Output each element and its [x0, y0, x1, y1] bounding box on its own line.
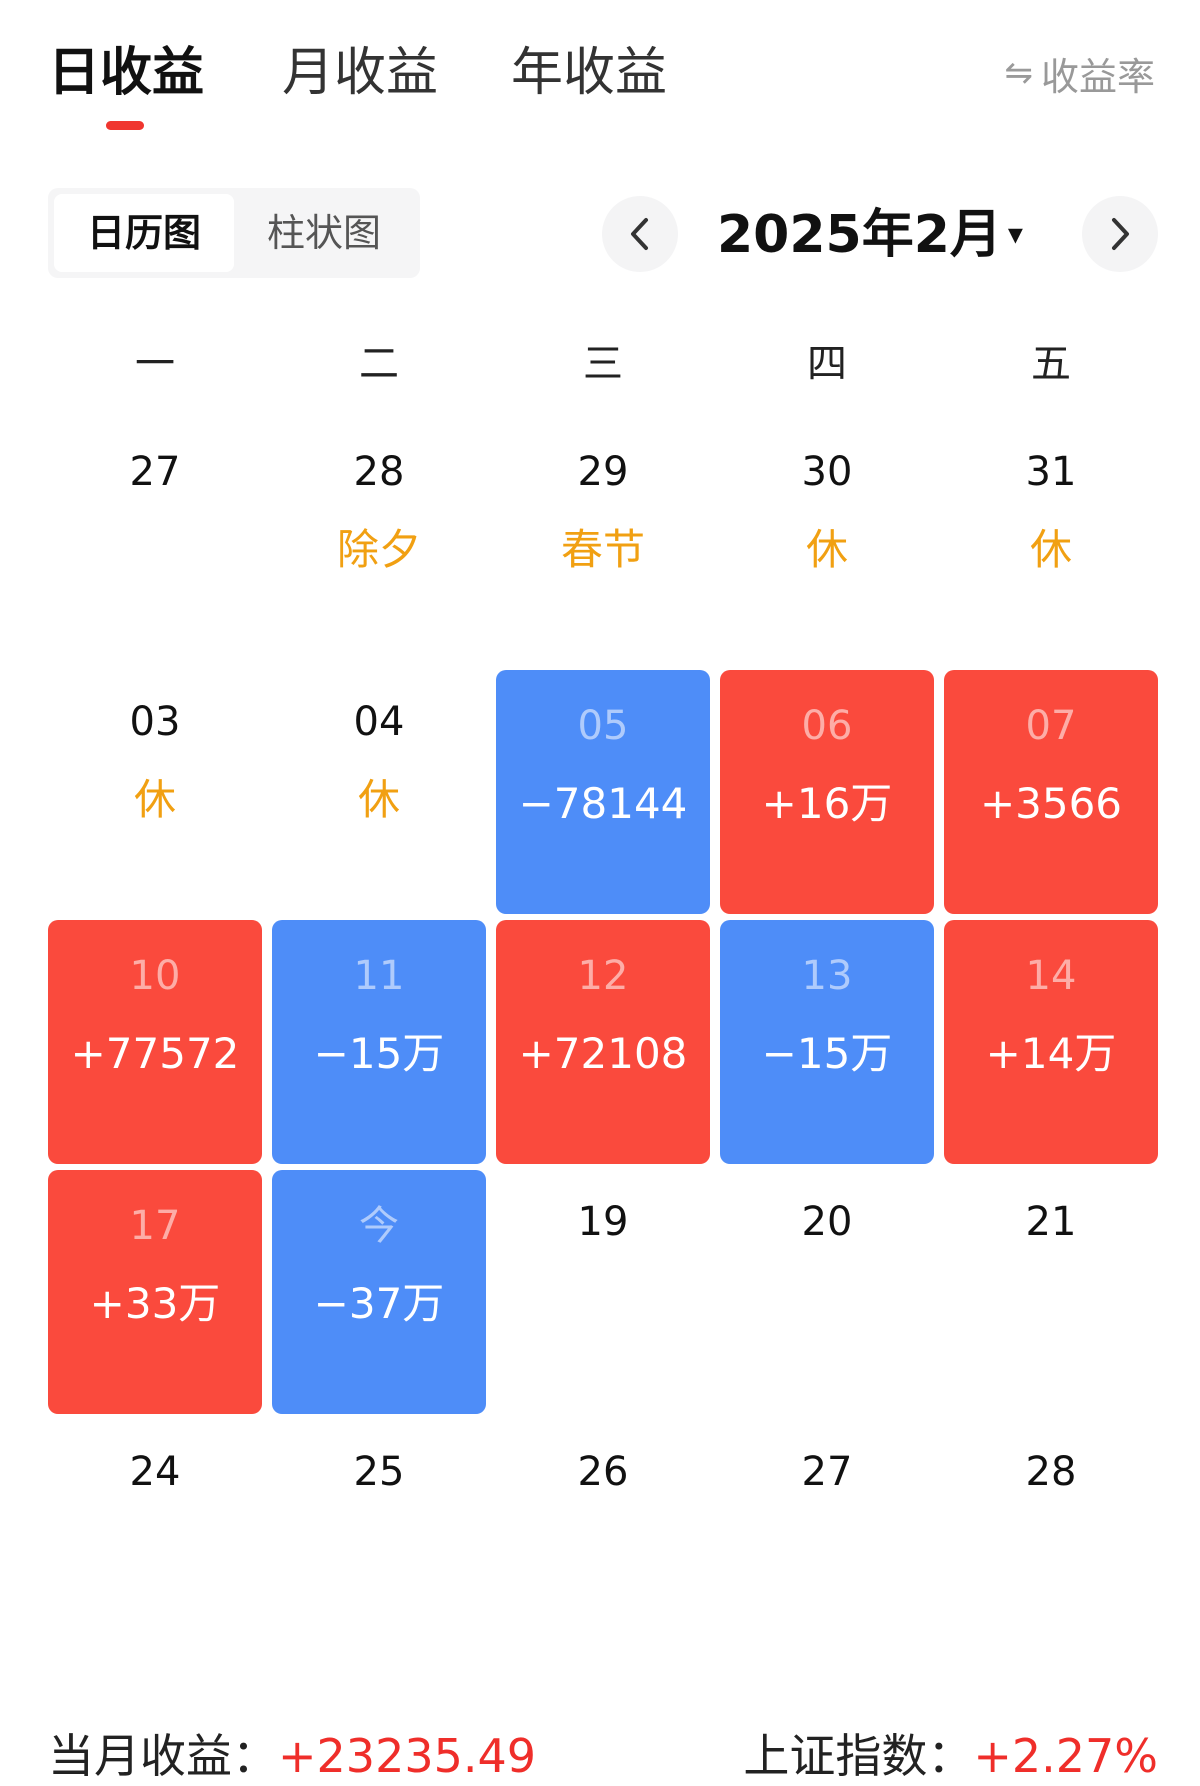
calendar-day-holiday[interactable]: 04 休	[272, 670, 486, 914]
day-number: 12	[577, 953, 629, 999]
daily-earnings-value: +77572	[70, 1029, 240, 1078]
day-number: 14	[1025, 953, 1077, 999]
daily-earnings-value: −37万	[313, 1279, 445, 1328]
return-rate-label: 收益率	[1040, 54, 1155, 99]
calendar-day-holiday[interactable]: 31 休	[944, 420, 1158, 664]
day-number: 04	[353, 699, 405, 745]
daily-earnings-value: −15万	[761, 1029, 893, 1078]
today-marker: 今	[359, 1203, 399, 1249]
day-number: 26	[577, 1449, 629, 1495]
holiday-label: 休	[133, 775, 176, 824]
weekday-label: 一	[135, 341, 175, 387]
top-tab-bar: 日收益 月收益 年收益 ⇋ 收益率	[0, 0, 1200, 140]
day-number: 19	[577, 1199, 629, 1245]
swap-arrows-icon: ⇋	[1004, 53, 1033, 93]
holiday-label: 休	[1029, 525, 1072, 574]
calendar-grid: 27 28 除夕 29 春节 30 休 31 休 03 休 04 休 05 −78144 06 +16万 07 +3…	[48, 420, 1158, 1495]
caret-down-icon: ▾	[1007, 217, 1023, 252]
day-number: 10	[129, 953, 181, 999]
calendar-day-gain[interactable]: 07 +3566	[944, 670, 1158, 914]
day-number: 28	[353, 449, 405, 495]
calendar-day[interactable]: 25	[272, 1420, 486, 1664]
daily-earnings-value: −15万	[313, 1029, 445, 1078]
month-title: 2025年2月	[717, 205, 1002, 265]
day-number: 05	[577, 703, 629, 749]
day-number: 25	[353, 1449, 405, 1495]
day-number: 06	[801, 703, 853, 749]
day-number: 21	[1025, 1199, 1077, 1245]
monthly-earnings-label: 当月收益：	[48, 1729, 278, 1783]
daily-earnings-value: +14万	[985, 1029, 1117, 1078]
weekday-label: 二	[359, 341, 399, 387]
calendar-day-gain[interactable]: 12 +72108	[496, 920, 710, 1164]
holiday-label: 休	[357, 775, 400, 824]
day-number: 07	[1025, 703, 1077, 749]
tab-yearly-earnings[interactable]: 年收益	[511, 43, 668, 103]
next-month-button[interactable]	[1082, 196, 1158, 272]
holiday-label: 休	[805, 525, 848, 574]
calendar-day[interactable]: 20	[720, 1170, 934, 1414]
day-number: 20	[801, 1199, 853, 1245]
active-tab-indicator	[106, 121, 144, 130]
view-switch: 日历图 柱状图	[48, 188, 420, 278]
monthly-earnings-value: +23235.49	[278, 1729, 537, 1783]
calendar-day-loss[interactable]: 11 −15万	[272, 920, 486, 1164]
calendar-day[interactable]: 28	[944, 1420, 1158, 1664]
calendar-day[interactable]: 27	[48, 420, 262, 664]
calendar-day-loss[interactable]: 13 −15万	[720, 920, 934, 1164]
calendar-day-holiday[interactable]: 28 除夕	[272, 420, 486, 664]
chevron-right-icon	[1112, 218, 1129, 250]
weekday-label: 三	[583, 341, 623, 387]
weekday-label: 四	[807, 341, 847, 387]
calendar-day[interactable]: 19	[496, 1170, 710, 1414]
day-number: 13	[801, 953, 853, 999]
calendar-view-button[interactable]: 日历图	[54, 194, 234, 272]
calendar-day-holiday[interactable]: 29 春节	[496, 420, 710, 664]
day-number: 03	[129, 699, 181, 745]
return-rate-toggle[interactable]: ⇋ 收益率	[1004, 50, 1155, 99]
day-number: 30	[801, 449, 853, 495]
day-number: 31	[1025, 449, 1077, 495]
month-picker[interactable]: 2025年2月 ▾	[700, 202, 1040, 268]
daily-earnings-value: +3566	[979, 779, 1123, 828]
calendar-day-holiday[interactable]: 03 休	[48, 670, 262, 914]
calendar-day[interactable]: 21	[944, 1170, 1158, 1414]
calendar-day-gain[interactable]: 06 +16万	[720, 670, 934, 914]
monthly-earnings-summary: 当月收益：+23235.49	[48, 1726, 536, 1786]
calendar-day-holiday[interactable]: 30 休	[720, 420, 934, 664]
summary-bar: 当月收益：+23235.49 上证指数：+2.27%	[48, 1726, 1158, 1786]
tab-monthly-earnings[interactable]: 月收益	[282, 43, 439, 103]
shanghai-index-label: 上证指数：	[743, 1729, 974, 1783]
calendar-day[interactable]: 24	[48, 1420, 262, 1664]
day-number: 17	[129, 1203, 181, 1249]
daily-earnings-value: +33万	[89, 1279, 221, 1328]
shanghai-index-value: +2.27%	[973, 1729, 1158, 1783]
calendar-day[interactable]: 26	[496, 1420, 710, 1664]
day-number: 29	[577, 449, 629, 495]
weekday-label: 五	[1031, 341, 1071, 387]
calendar-day-loss[interactable]: 05 −78144	[496, 670, 710, 914]
day-number: 27	[801, 1449, 853, 1495]
holiday-label: 春节	[560, 525, 645, 574]
day-number: 24	[129, 1449, 181, 1495]
previous-month-button[interactable]	[602, 196, 678, 272]
daily-earnings-value: +16万	[761, 779, 893, 828]
calendar-day[interactable]: 27	[720, 1420, 934, 1664]
tab-daily-earnings[interactable]: 日收益	[48, 43, 205, 103]
calendar-day-loss[interactable]: 今 −37万	[272, 1170, 486, 1414]
calendar-day-gain[interactable]: 17 +33万	[48, 1170, 262, 1414]
bar-chart-view-button[interactable]: 柱状图	[266, 211, 381, 255]
day-number: 27	[129, 449, 181, 495]
weekday-header: 一 二 三 四 五	[48, 334, 1158, 394]
daily-earnings-value: −78144	[518, 779, 688, 828]
holiday-label: 除夕	[336, 525, 421, 574]
calendar-day-gain[interactable]: 14 +14万	[944, 920, 1158, 1164]
day-number: 28	[1025, 1449, 1077, 1495]
chevron-left-icon	[631, 218, 648, 250]
calendar-day-gain[interactable]: 10 +77572	[48, 920, 262, 1164]
daily-earnings-value: +72108	[518, 1029, 688, 1078]
day-number: 11	[353, 953, 405, 999]
shanghai-index-summary: 上证指数：+2.27%	[743, 1726, 1158, 1786]
